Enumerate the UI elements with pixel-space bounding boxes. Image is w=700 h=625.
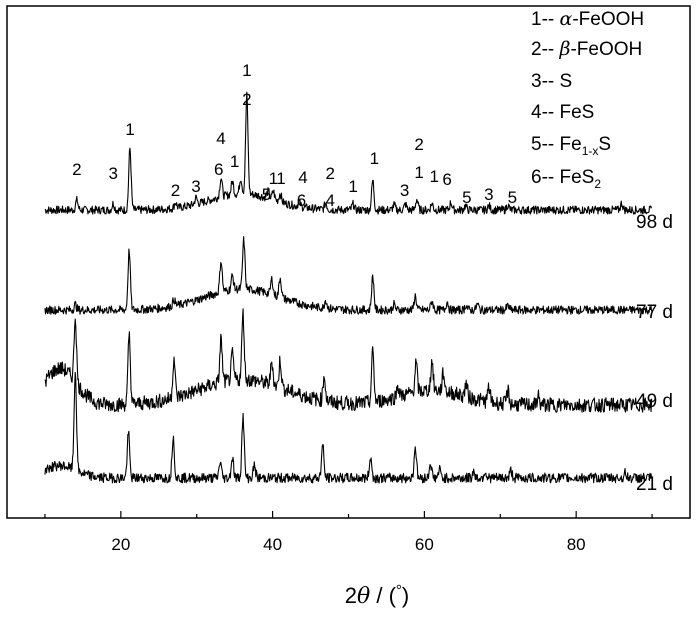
x-tick-label-60: 60 [415,535,434,554]
legend-item-part: 1-x [582,144,599,158]
legend-item-part: S [560,71,573,92]
peak-label: 1 [430,167,439,186]
legend-item-part: Fe [560,134,582,155]
peak-label: 6 [442,170,451,189]
peak-label: 5 [262,185,271,204]
series-label-21-d: 21 d [636,474,673,495]
series-label-98-d: 98 d [636,212,673,233]
peak-label: 4 [298,168,307,187]
legend-item-part: 4-- [531,102,560,123]
legend-item-part: FeS [560,102,595,123]
legend-item-part: 2-- [531,39,560,60]
legend-item-part: 5-- [531,134,560,155]
peak-label: 2 [326,164,335,183]
legend-item-part: 2 [594,177,601,191]
x-tick-label-80: 80 [567,535,586,554]
peak-label: 3 [400,181,409,200]
legend-item: 3-- S [531,71,572,92]
x-axis-label-2: 2 [345,583,357,608]
legend-item: 6-- FeS2 [531,167,601,191]
x-axis-label: 2θ / (°) [345,582,410,609]
peak-label: 5 [508,188,517,207]
peak-label: 3 [484,185,493,204]
series-label-77-d: 77 d [636,302,673,323]
legend-item-part: 6-- [531,167,560,188]
peak-label: 5 [462,188,471,207]
xrd-traces [44,91,653,484]
x-axis-label-unit-open: / ( [370,583,396,608]
peak-label: 3 [109,164,118,183]
series-label-49-d: 49 d [636,391,673,412]
trace-98-d [44,91,653,215]
plot-frame [6,5,691,519]
x-tick-label-40: 40 [263,535,282,554]
peak-label: 2 [414,135,423,154]
trace-77-d [44,236,653,315]
legend-item-part: S [598,134,611,155]
x-axis-ticks [44,511,653,518]
trace-21-d [44,371,653,484]
legend-item-part: -FeOOH [572,9,644,30]
legend-item-part: 1-- [531,9,560,30]
legend-item-part: β [559,38,571,60]
peak-label: 1 [370,149,379,168]
x-axis-tick-labels: 20 40 60 80 [111,535,585,554]
x-axis-label-unit-close: ) [402,583,409,608]
peak-label: 1 [230,152,239,171]
peak-label: 4 [216,129,225,148]
legend-item-part: FeS [560,167,595,188]
peak-label: 1 [348,177,357,196]
peak-label: 2 [242,90,251,109]
x-axis-label-degree: ° [396,582,402,599]
peak-label: 2 [171,181,180,200]
legend-item: 1-- α-FeOOH [531,8,644,30]
x-axis-label-theta: θ [357,584,370,609]
legend-item-part: -FeOOH [570,39,642,60]
x-tick-label-20: 20 [111,535,130,554]
peak-label: 3 [191,177,200,196]
peak-label: 2 [72,160,81,179]
series-labels: 98 d 77 d 49 d 21 d [636,212,673,495]
peak-label: 1 [269,169,278,188]
legend-item: 5-- Fe1-xS [531,134,611,158]
peak-label: 1 [276,169,285,188]
peak-label: 6 [297,191,306,210]
peak-label: 1 [242,61,251,80]
legend-item-part: 3-- [531,71,560,92]
trace-49-d [44,308,653,413]
peak-label: 1 [125,120,134,139]
legend-item-part: α [560,8,573,30]
peak-label: 1 [414,163,423,182]
peak-label: 4 [326,191,335,210]
peak-label: 6 [214,160,223,179]
legend-item: 4-- FeS [531,102,594,123]
legend-item: 2-- β-FeOOH [531,38,642,60]
